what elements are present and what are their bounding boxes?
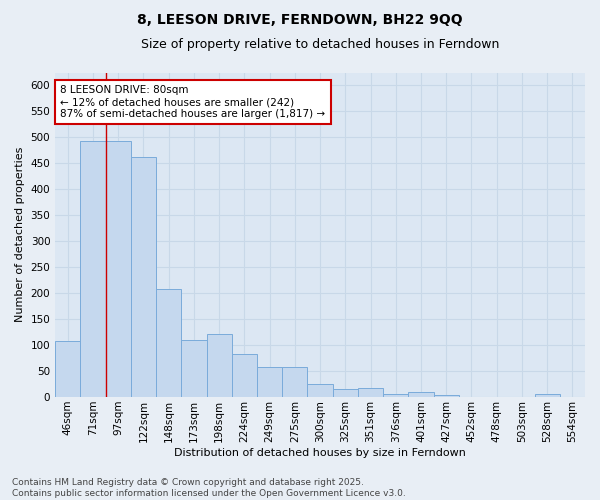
Bar: [80, 141, 106, 397]
Bar: [55, 342, 80, 397]
Bar: [156, 289, 181, 397]
Bar: [257, 368, 282, 397]
Title: Size of property relative to detached houses in Ferndown: Size of property relative to detached ho…: [141, 38, 499, 51]
Y-axis label: Number of detached properties: Number of detached properties: [15, 147, 25, 322]
Bar: [307, 384, 332, 397]
Bar: [206, 334, 232, 397]
Bar: [358, 388, 383, 397]
Bar: [409, 392, 434, 397]
Bar: [181, 340, 206, 397]
Text: 8, LEESON DRIVE, FERNDOWN, BH22 9QQ: 8, LEESON DRIVE, FERNDOWN, BH22 9QQ: [137, 12, 463, 26]
Text: Contains HM Land Registry data © Crown copyright and database right 2025.
Contai: Contains HM Land Registry data © Crown c…: [12, 478, 406, 498]
Bar: [332, 390, 358, 397]
Text: 8 LEESON DRIVE: 80sqm
← 12% of detached houses are smaller (242)
87% of semi-det: 8 LEESON DRIVE: 80sqm ← 12% of detached …: [60, 86, 325, 118]
Bar: [383, 394, 409, 397]
Bar: [131, 157, 156, 397]
Bar: [535, 394, 560, 397]
X-axis label: Distribution of detached houses by size in Ferndown: Distribution of detached houses by size …: [174, 448, 466, 458]
Bar: [282, 368, 307, 397]
Bar: [106, 141, 131, 397]
Bar: [434, 396, 459, 397]
Bar: [232, 354, 257, 397]
